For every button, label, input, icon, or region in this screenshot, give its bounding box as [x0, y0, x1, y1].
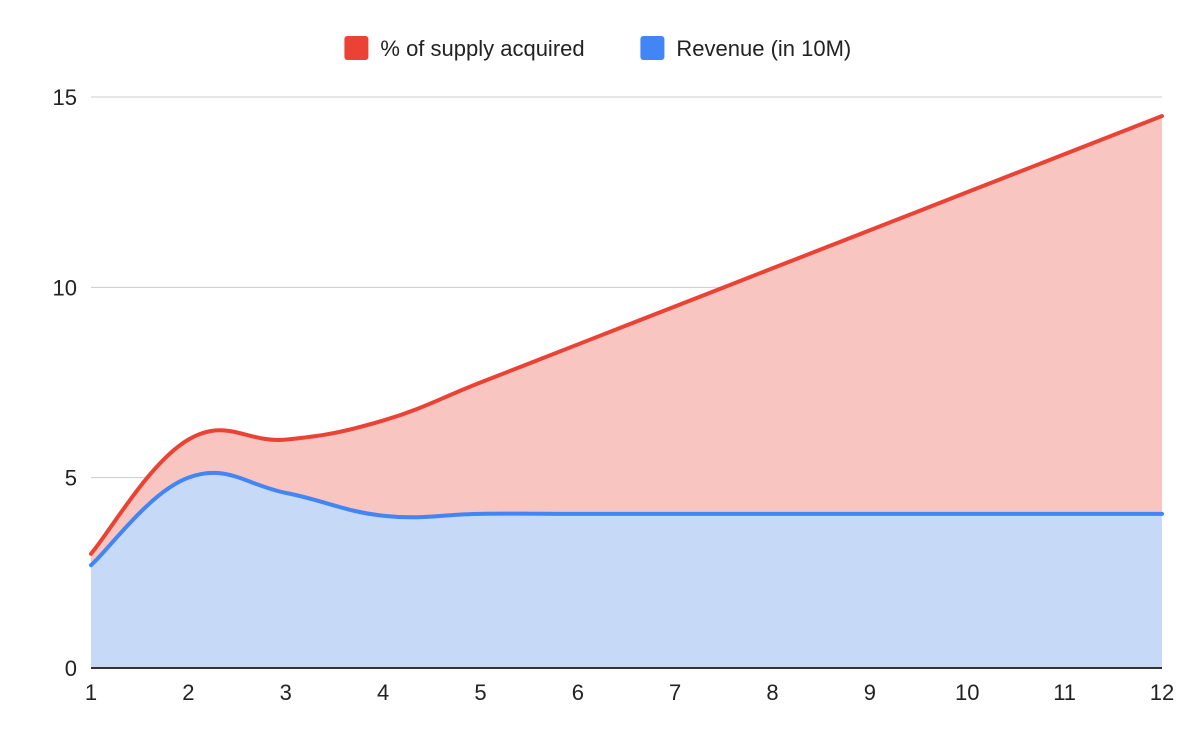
x-tick-label: 3 — [280, 680, 292, 705]
y-tick-label: 5 — [65, 466, 77, 491]
x-tick-label: 10 — [955, 680, 979, 705]
legend-swatch-series-2 — [640, 36, 665, 60]
line-series-1 — [89, 114, 1164, 556]
y-tick-label: 10 — [53, 275, 77, 300]
series-areas — [91, 116, 1162, 669]
x-tick-label: 8 — [766, 680, 778, 705]
legend-label-series-1: % of supply acquired — [380, 36, 584, 61]
x-tick-label: 9 — [864, 680, 876, 705]
legend: % of supply acquired Revenue (in 10M) — [344, 36, 851, 61]
x-tick-label: 5 — [474, 680, 486, 705]
x-tick-label: 6 — [572, 680, 584, 705]
x-tick-label: 1 — [85, 680, 97, 705]
x-tick-label: 12 — [1150, 680, 1174, 705]
y-tick-label: 0 — [65, 656, 77, 681]
legend-label-series-2: Revenue (in 10M) — [676, 36, 851, 61]
x-tick-label: 4 — [377, 680, 389, 705]
x-tick-label: 2 — [182, 680, 194, 705]
area-series-2 — [91, 472, 1162, 668]
y-tick-label: 15 — [53, 85, 77, 110]
line-series-2 — [89, 470, 1164, 568]
legend-swatch-series-1 — [344, 36, 369, 60]
x-tick-label: 7 — [669, 680, 681, 705]
x-tick-label: 11 — [1053, 680, 1076, 705]
series-lines — [89, 114, 1164, 568]
